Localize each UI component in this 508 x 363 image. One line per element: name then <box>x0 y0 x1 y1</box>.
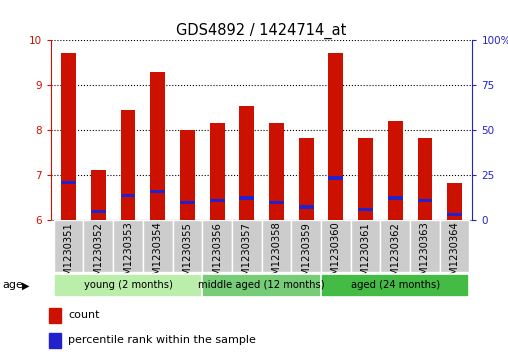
Bar <box>269 201 284 204</box>
Text: GSM1230359: GSM1230359 <box>301 222 311 289</box>
Bar <box>49 333 61 348</box>
Bar <box>262 220 291 272</box>
Text: GSM1230353: GSM1230353 <box>123 222 133 289</box>
Bar <box>291 220 321 272</box>
Text: young (2 months): young (2 months) <box>83 280 172 290</box>
Bar <box>358 208 373 211</box>
Bar <box>418 199 432 202</box>
Bar <box>49 308 61 323</box>
Text: GSM1230356: GSM1230356 <box>212 222 222 289</box>
Bar <box>329 53 343 220</box>
Text: aged (24 months): aged (24 months) <box>351 280 440 290</box>
Text: GSM1230355: GSM1230355 <box>182 222 193 289</box>
Text: GSM1230354: GSM1230354 <box>153 222 163 289</box>
Text: GSM1230357: GSM1230357 <box>242 222 252 289</box>
Bar <box>210 199 225 202</box>
Bar <box>358 138 373 220</box>
Text: GSM1230352: GSM1230352 <box>93 222 103 289</box>
Bar <box>380 220 410 272</box>
Text: count: count <box>68 310 100 321</box>
Text: percentile rank within the sample: percentile rank within the sample <box>68 335 256 346</box>
Bar <box>180 130 195 220</box>
Bar <box>91 170 106 220</box>
Bar <box>202 220 232 272</box>
Bar <box>143 220 173 272</box>
Bar <box>299 138 313 220</box>
Bar <box>239 196 254 200</box>
Bar <box>54 274 202 297</box>
Bar <box>54 220 83 272</box>
Bar <box>210 123 225 220</box>
Bar <box>321 220 351 272</box>
Bar <box>120 110 136 220</box>
Bar <box>329 176 343 180</box>
Bar <box>440 220 469 272</box>
Bar <box>418 138 432 220</box>
Text: age: age <box>3 280 23 290</box>
Text: ▶: ▶ <box>22 280 30 290</box>
Bar <box>447 183 462 220</box>
Bar <box>61 181 76 184</box>
Text: GSM1230363: GSM1230363 <box>420 222 430 289</box>
Bar <box>232 220 262 272</box>
Bar <box>410 220 440 272</box>
Text: GSM1230358: GSM1230358 <box>271 222 281 289</box>
Text: middle aged (12 months): middle aged (12 months) <box>198 280 325 290</box>
Bar <box>202 274 321 297</box>
Bar <box>447 213 462 216</box>
Bar <box>180 201 195 204</box>
Bar <box>150 189 165 193</box>
Bar <box>83 220 113 272</box>
Bar <box>351 220 380 272</box>
Bar <box>61 53 76 220</box>
Text: GSM1230360: GSM1230360 <box>331 222 341 289</box>
Text: GSM1230351: GSM1230351 <box>64 222 74 289</box>
Text: GSM1230364: GSM1230364 <box>450 222 460 289</box>
Bar <box>321 274 469 297</box>
Bar <box>388 121 403 220</box>
Text: GSM1230361: GSM1230361 <box>361 222 370 289</box>
Title: GDS4892 / 1424714_at: GDS4892 / 1424714_at <box>176 23 347 38</box>
Bar <box>150 72 165 220</box>
Bar <box>113 220 143 272</box>
Bar <box>269 123 284 220</box>
Bar <box>388 196 403 200</box>
Bar <box>120 194 136 197</box>
Bar <box>299 205 313 209</box>
Bar <box>91 210 106 213</box>
Text: GSM1230362: GSM1230362 <box>390 222 400 289</box>
Bar <box>173 220 202 272</box>
Bar <box>239 106 254 220</box>
